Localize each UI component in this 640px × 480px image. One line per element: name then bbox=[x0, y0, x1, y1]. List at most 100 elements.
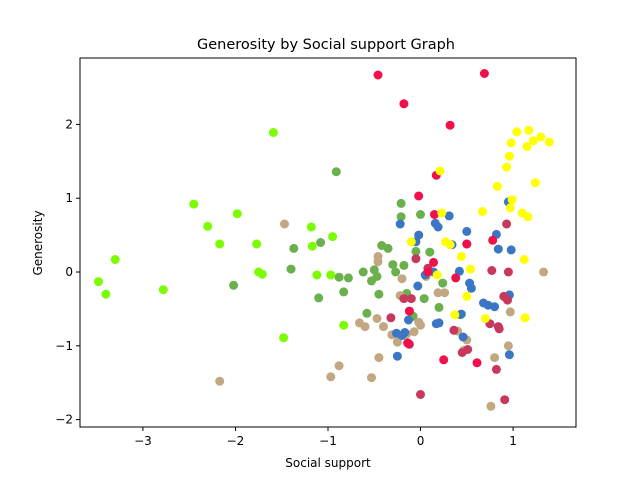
scatter-point bbox=[372, 271, 382, 281]
scatter-point bbox=[101, 289, 111, 299]
scatter-point bbox=[456, 252, 466, 261]
scatter-point bbox=[257, 269, 267, 279]
scatter-point bbox=[362, 308, 372, 318]
scatter-point bbox=[486, 401, 496, 411]
scatter-point bbox=[536, 132, 546, 142]
scatter-point bbox=[379, 322, 388, 332]
scatter-point bbox=[493, 244, 503, 254]
scatter-point bbox=[406, 294, 416, 304]
x-tick-label: 1 bbox=[509, 434, 517, 448]
chart-title: Generosity by Social support Graph bbox=[197, 37, 455, 53]
scatter-point bbox=[458, 332, 468, 342]
scatter-point bbox=[391, 267, 401, 277]
scatter-point bbox=[388, 260, 398, 270]
scatter-point bbox=[392, 351, 402, 361]
scatter-point bbox=[520, 313, 530, 323]
x-axis-label: Social support bbox=[285, 456, 371, 470]
scatter-point bbox=[326, 270, 336, 280]
scatter-point bbox=[494, 324, 504, 334]
scatter-point bbox=[215, 376, 225, 386]
scatter-point bbox=[504, 151, 514, 161]
scatter-point bbox=[404, 339, 413, 349]
scatter-point bbox=[367, 373, 376, 383]
scatter-point bbox=[413, 281, 423, 291]
scatter-point bbox=[454, 266, 464, 276]
scatter-point bbox=[451, 273, 461, 283]
scatter-point bbox=[395, 219, 405, 229]
scatter-point bbox=[522, 142, 532, 152]
scatter-point bbox=[189, 199, 199, 209]
scatter-point bbox=[507, 195, 517, 205]
scatter-point bbox=[392, 337, 402, 347]
scatter-point bbox=[314, 293, 324, 303]
x-tick-label: −3 bbox=[134, 434, 152, 448]
scatter-point bbox=[466, 283, 476, 293]
scatter-point bbox=[203, 221, 213, 231]
scatter-point bbox=[286, 264, 296, 274]
scatter-point bbox=[544, 137, 554, 147]
scatter-point bbox=[411, 246, 421, 256]
scatter-point bbox=[373, 70, 383, 80]
scatter-point bbox=[360, 322, 370, 332]
scatter-point bbox=[268, 128, 278, 137]
plot-area bbox=[80, 58, 576, 427]
scatter-point bbox=[528, 136, 538, 146]
scatter-point bbox=[414, 191, 424, 201]
scatter-point bbox=[505, 307, 515, 317]
scatter-point bbox=[289, 243, 299, 253]
x-tick-label: −1 bbox=[319, 434, 337, 448]
scatter-point bbox=[539, 267, 549, 277]
scatter-point bbox=[480, 314, 490, 323]
y-axis-ticks: −2 −1 0 1 2 bbox=[55, 117, 80, 427]
scatter-point bbox=[432, 270, 442, 280]
scatter-point bbox=[383, 243, 393, 253]
scatter-point bbox=[358, 267, 368, 277]
scatter-point bbox=[462, 291, 472, 301]
scatter-point bbox=[530, 178, 540, 188]
scatter-point bbox=[500, 395, 510, 405]
scatter-point bbox=[450, 310, 460, 320]
scatter-point bbox=[343, 273, 353, 283]
scatter-point bbox=[429, 210, 439, 219]
scatter-point bbox=[519, 255, 529, 264]
scatter-point bbox=[94, 277, 103, 287]
scatter-point bbox=[312, 270, 322, 280]
scatter-point bbox=[462, 226, 472, 236]
scatter-point bbox=[414, 230, 424, 240]
scatter-point bbox=[397, 274, 407, 284]
scatter-point bbox=[396, 198, 406, 208]
scatter-point bbox=[505, 203, 515, 213]
y-tick-label: 1 bbox=[65, 191, 73, 205]
scatter-point bbox=[502, 162, 512, 172]
scatter-point bbox=[229, 280, 239, 290]
scatter-point bbox=[279, 333, 289, 343]
scatter-point bbox=[334, 272, 344, 282]
y-axis-label: Generosity bbox=[31, 210, 45, 275]
scatter-point bbox=[503, 267, 513, 277]
scatter-point bbox=[373, 257, 383, 267]
scatter-point bbox=[434, 318, 444, 328]
scatter-point bbox=[307, 241, 317, 251]
scatter-point bbox=[524, 125, 534, 135]
scatter-point bbox=[502, 219, 512, 229]
scatter-point bbox=[396, 212, 406, 222]
scatter-point bbox=[423, 267, 433, 277]
scatter-point bbox=[488, 235, 498, 245]
scatter-point bbox=[523, 212, 533, 222]
y-tick-label: 2 bbox=[65, 117, 73, 131]
scatter-point bbox=[419, 294, 429, 304]
scatter-point bbox=[456, 309, 466, 319]
scatter-point bbox=[374, 353, 384, 363]
scatter-point bbox=[491, 364, 501, 374]
scatter-point bbox=[429, 257, 438, 267]
scatter-point bbox=[215, 239, 225, 249]
scatter-point bbox=[479, 69, 489, 78]
scatter-point bbox=[444, 211, 454, 221]
scatter-point bbox=[399, 260, 409, 270]
y-tick-label: −2 bbox=[55, 413, 73, 427]
scatter-point bbox=[399, 294, 409, 304]
scatter-point bbox=[334, 361, 344, 371]
scatter-point bbox=[158, 285, 168, 295]
scatter-point bbox=[487, 266, 497, 275]
data-points bbox=[94, 69, 554, 411]
